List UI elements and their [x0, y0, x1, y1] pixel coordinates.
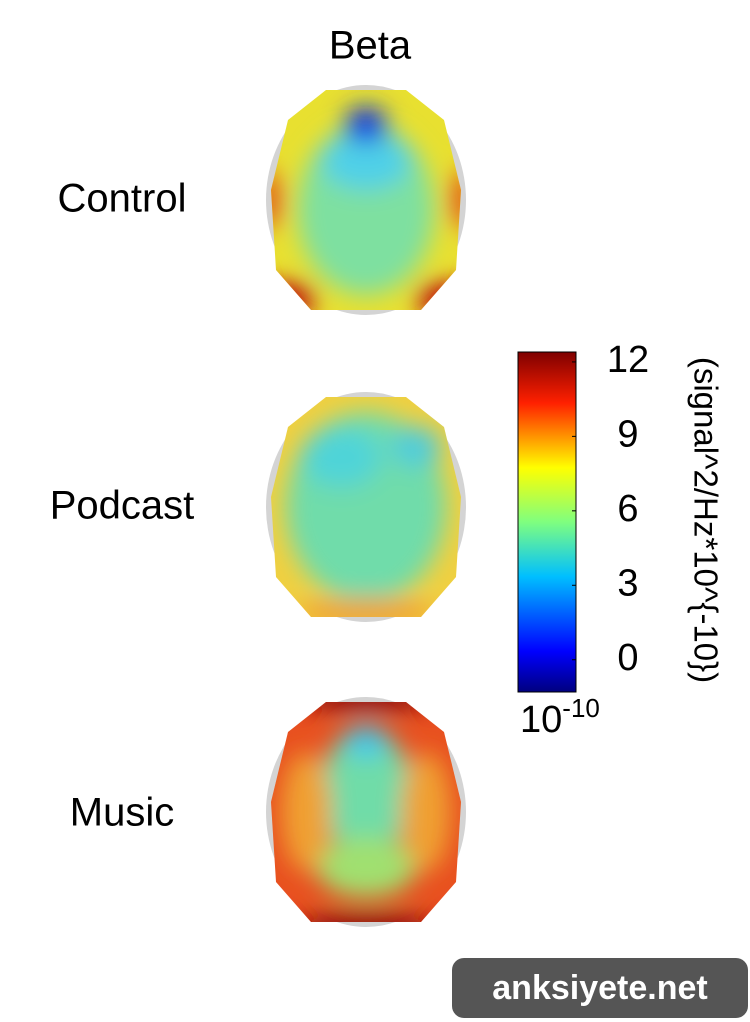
tick-label: 3	[617, 562, 638, 604]
topomap	[266, 392, 466, 622]
tick-label: 12	[607, 339, 649, 381]
colorbar-label: (signal^2/Hz*10^{-10})	[687, 357, 724, 683]
tick-label: 6	[617, 488, 638, 530]
watermark-box	[452, 958, 748, 1018]
watermark: anksiyete.net	[492, 969, 707, 1007]
tick-label: 9	[617, 413, 638, 455]
topomap	[266, 85, 466, 315]
multiplier-base: 10	[520, 699, 562, 741]
row-label: Podcast	[50, 484, 195, 528]
row-label: Control	[58, 177, 187, 221]
colorbar-multiplier: 10-10	[520, 693, 600, 741]
colorbar-ticks: 0 3 6 9 12	[572, 339, 649, 679]
title: Beta	[329, 24, 412, 68]
tick-label: 0	[617, 637, 638, 679]
topomap	[266, 697, 466, 927]
colorbar	[517, 351, 577, 693]
row-label: Music	[70, 791, 174, 835]
multiplier-exponent: -10	[562, 693, 600, 723]
